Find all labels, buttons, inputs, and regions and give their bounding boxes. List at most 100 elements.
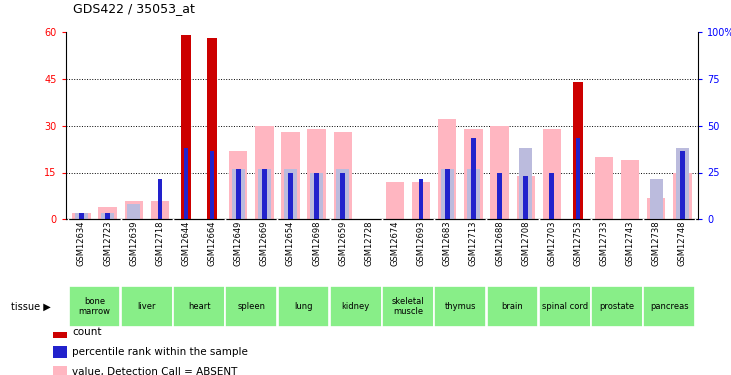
Bar [575, 138, 580, 219]
Text: GSM12683: GSM12683 [443, 220, 452, 266]
Bar [72, 213, 91, 219]
Bar [643, 286, 695, 327]
Text: GSM12743: GSM12743 [626, 220, 635, 266]
Bar [101, 213, 114, 219]
Text: GSM12753: GSM12753 [573, 220, 583, 266]
Text: brain: brain [501, 302, 523, 311]
Bar [79, 213, 84, 219]
Text: GSM12674: GSM12674 [390, 220, 400, 266]
Bar [550, 172, 554, 219]
Bar [288, 172, 293, 219]
Bar [310, 172, 323, 219]
Text: GSM12634: GSM12634 [77, 220, 86, 266]
Bar [53, 326, 67, 338]
Text: tissue ▶: tissue ▶ [11, 302, 50, 312]
Text: skeletal
muscle: skeletal muscle [392, 297, 425, 316]
Bar [467, 170, 480, 219]
Text: count: count [72, 327, 102, 337]
Bar [591, 286, 643, 327]
Bar [647, 198, 665, 219]
Text: heart: heart [188, 302, 211, 311]
Text: GSM12649: GSM12649 [234, 220, 243, 266]
Bar [542, 129, 561, 219]
Bar [595, 157, 613, 219]
Bar [105, 213, 110, 219]
Bar [650, 179, 663, 219]
Bar [232, 170, 245, 219]
Bar [471, 138, 476, 219]
Bar [621, 160, 640, 219]
Bar [539, 286, 591, 327]
Text: GSM12639: GSM12639 [129, 220, 138, 266]
Bar [151, 201, 169, 219]
Bar [572, 82, 583, 219]
Text: GSM12664: GSM12664 [208, 220, 216, 266]
Text: thymus: thymus [444, 302, 476, 311]
Bar [127, 204, 140, 219]
Text: GSM12644: GSM12644 [181, 220, 191, 266]
Bar [278, 286, 330, 327]
Text: GSM12733: GSM12733 [599, 220, 608, 266]
Text: GSM12698: GSM12698 [312, 220, 321, 266]
Bar [517, 176, 535, 219]
Text: GSM12718: GSM12718 [156, 220, 164, 266]
Bar [229, 151, 247, 219]
Bar [262, 170, 267, 219]
Text: GSM12654: GSM12654 [286, 220, 295, 266]
Bar [441, 170, 454, 219]
Bar [445, 170, 450, 219]
Bar [412, 182, 431, 219]
Bar [255, 126, 273, 219]
Bar [99, 207, 117, 219]
Bar [673, 172, 692, 219]
Bar [434, 286, 486, 327]
Text: GDS422 / 35053_at: GDS422 / 35053_at [73, 2, 195, 15]
Text: value, Detection Call = ABSENT: value, Detection Call = ABSENT [72, 368, 238, 375]
Bar [53, 366, 67, 375]
Bar [464, 129, 482, 219]
Bar [491, 126, 509, 219]
Bar [284, 170, 297, 219]
Text: GSM12738: GSM12738 [652, 220, 661, 266]
Text: prostate: prostate [599, 302, 635, 311]
Text: kidney: kidney [341, 302, 370, 311]
Bar [308, 129, 326, 219]
Bar [121, 286, 173, 327]
Bar [236, 170, 240, 219]
Bar [497, 172, 502, 219]
Bar [341, 172, 345, 219]
Bar [124, 201, 143, 219]
Text: GSM12703: GSM12703 [548, 220, 556, 266]
Text: GSM12688: GSM12688 [495, 220, 504, 266]
Bar [333, 132, 352, 219]
Text: pancreas: pancreas [650, 302, 689, 311]
Bar [523, 176, 528, 219]
Text: GSM12669: GSM12669 [260, 220, 269, 266]
Bar [336, 170, 349, 219]
Bar [680, 151, 685, 219]
Bar [314, 172, 319, 219]
Bar [173, 286, 225, 327]
Text: GSM12693: GSM12693 [417, 220, 425, 266]
Text: percentile rank within the sample: percentile rank within the sample [72, 347, 248, 357]
Bar [225, 286, 277, 327]
Bar [438, 119, 456, 219]
Text: GSM12748: GSM12748 [678, 220, 687, 266]
Bar [487, 286, 539, 327]
Bar [181, 35, 192, 219]
Bar [69, 286, 121, 327]
Bar [382, 286, 434, 327]
Bar [157, 179, 162, 219]
Bar [53, 346, 67, 358]
Bar [281, 132, 300, 219]
Bar [75, 213, 88, 219]
Bar [676, 147, 689, 219]
Bar [183, 147, 189, 219]
Bar [330, 286, 382, 327]
Bar [258, 170, 271, 219]
Text: GSM12659: GSM12659 [338, 220, 347, 266]
Text: spinal cord: spinal cord [542, 302, 588, 311]
Text: bone
marrow: bone marrow [78, 297, 110, 316]
Text: spleen: spleen [238, 302, 265, 311]
Bar [419, 179, 423, 219]
